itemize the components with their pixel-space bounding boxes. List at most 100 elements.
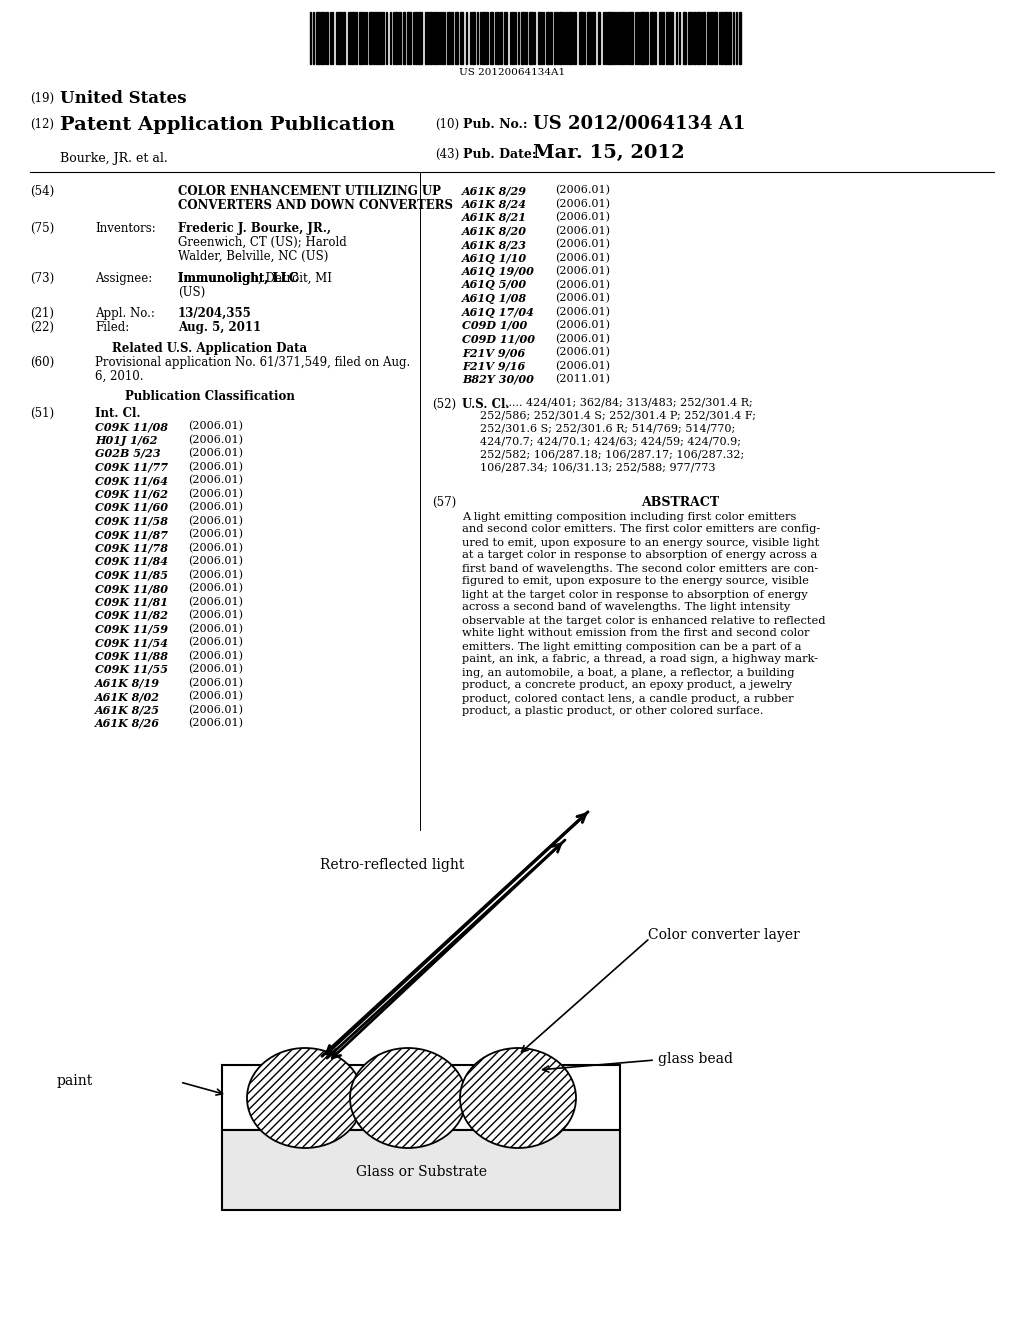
Text: first band of wavelengths. The second color emitters are con-: first band of wavelengths. The second co… <box>462 564 818 573</box>
Bar <box>343 12 345 63</box>
Bar <box>641 12 645 63</box>
Text: Bourke, JR. et al.: Bourke, JR. et al. <box>60 152 168 165</box>
Bar <box>482 12 485 63</box>
Text: ured to emit, upon exposure to an energy source, visible light: ured to emit, upon exposure to an energy… <box>462 537 819 548</box>
Bar <box>338 12 342 63</box>
Text: Mar. 15, 2012: Mar. 15, 2012 <box>534 144 685 162</box>
Text: A61Q 19/00: A61Q 19/00 <box>462 267 535 277</box>
Text: (2006.01): (2006.01) <box>188 583 243 593</box>
Text: U.S. Cl.: U.S. Cl. <box>462 397 510 411</box>
Text: Aug. 5, 2011: Aug. 5, 2011 <box>178 321 261 334</box>
Text: 13/204,355: 13/204,355 <box>178 308 252 319</box>
Text: A61Q 17/04: A61Q 17/04 <box>462 306 535 318</box>
Bar <box>707 12 709 63</box>
Text: C09K 11/55: C09K 11/55 <box>95 664 168 675</box>
Bar <box>598 12 600 63</box>
Text: (2006.01): (2006.01) <box>188 638 243 647</box>
Text: Pub. No.:: Pub. No.: <box>463 117 527 131</box>
Bar <box>529 12 534 63</box>
Bar <box>350 12 354 63</box>
Text: (2006.01): (2006.01) <box>188 623 243 634</box>
Bar <box>650 12 653 63</box>
Text: (54): (54) <box>30 185 54 198</box>
Bar <box>373 12 375 63</box>
Bar <box>500 12 502 63</box>
Text: A61K 8/02: A61K 8/02 <box>95 690 160 702</box>
Text: (2006.01): (2006.01) <box>188 597 243 607</box>
Bar <box>669 12 673 63</box>
Text: C09K 11/54: C09K 11/54 <box>95 638 168 648</box>
Bar <box>407 12 411 63</box>
Bar <box>728 12 731 63</box>
Text: A61K 8/23: A61K 8/23 <box>462 239 527 249</box>
Text: ABSTRACT: ABSTRACT <box>641 495 719 508</box>
Bar <box>646 12 648 63</box>
Text: C09K 11/78: C09K 11/78 <box>95 543 168 553</box>
Text: C09K 11/85: C09K 11/85 <box>95 569 168 581</box>
Ellipse shape <box>460 1048 575 1148</box>
Bar <box>521 12 524 63</box>
Bar <box>451 12 453 63</box>
Bar <box>739 12 741 63</box>
Text: C09K 11/88: C09K 11/88 <box>95 651 168 661</box>
Text: (2006.01): (2006.01) <box>188 421 243 432</box>
Text: and second color emitters. The first color emitters are config-: and second color emitters. The first col… <box>462 524 820 535</box>
Text: (2006.01): (2006.01) <box>188 610 243 620</box>
Text: C09K 11/87: C09K 11/87 <box>95 529 168 540</box>
Text: (43): (43) <box>435 148 459 161</box>
Bar <box>222 1130 620 1210</box>
Bar <box>395 12 397 63</box>
Bar <box>607 12 611 63</box>
Text: observable at the target color is enhanced relative to reflected: observable at the target color is enhanc… <box>462 615 825 626</box>
Bar <box>326 12 328 63</box>
Text: (2006.01): (2006.01) <box>188 447 243 458</box>
Bar <box>710 12 713 63</box>
Bar <box>460 12 463 63</box>
Bar <box>425 12 428 63</box>
Text: C09K 11/59: C09K 11/59 <box>95 623 168 635</box>
Text: , Detroit, MI: , Detroit, MI <box>258 272 332 285</box>
Text: product, a concrete product, an epoxy product, a jewelry: product, a concrete product, an epoxy pr… <box>462 681 792 690</box>
Text: (2006.01): (2006.01) <box>188 462 243 471</box>
Text: Immunolight, LLC: Immunolight, LLC <box>178 272 298 285</box>
Bar <box>382 12 384 63</box>
Text: (2006.01): (2006.01) <box>555 280 610 290</box>
Bar <box>662 12 664 63</box>
Bar <box>622 12 624 63</box>
Text: CONVERTERS AND DOWN CONVERTERS: CONVERTERS AND DOWN CONVERTERS <box>178 199 453 213</box>
Text: A61K 8/19: A61K 8/19 <box>95 677 160 689</box>
Text: 252/301.6 S; 252/301.6 R; 514/769; 514/770;: 252/301.6 S; 252/301.6 R; 514/769; 514/7… <box>480 424 735 433</box>
Text: A61K 8/20: A61K 8/20 <box>462 226 527 236</box>
Text: F21V 9/16: F21V 9/16 <box>462 360 525 371</box>
Text: (US): (US) <box>178 286 205 300</box>
Text: (51): (51) <box>30 407 54 420</box>
Text: (2006.01): (2006.01) <box>555 185 610 195</box>
Text: white light without emission from the first and second color: white light without emission from the fi… <box>462 628 810 639</box>
Text: Walder, Belville, NC (US): Walder, Belville, NC (US) <box>178 249 329 263</box>
Text: US 20120064134A1: US 20120064134A1 <box>459 69 565 77</box>
Bar <box>550 12 552 63</box>
Text: C09K 11/62: C09K 11/62 <box>95 488 168 499</box>
Text: light at the target color in response to absorption of energy: light at the target color in response to… <box>462 590 808 599</box>
Bar <box>688 12 691 63</box>
Text: Related U.S. Application Data: Related U.S. Application Data <box>113 342 307 355</box>
Text: A61Q 5/00: A61Q 5/00 <box>462 280 527 290</box>
Text: (2006.01): (2006.01) <box>555 334 610 343</box>
Bar <box>429 12 432 63</box>
Bar <box>694 12 696 63</box>
Text: C09K 11/58: C09K 11/58 <box>95 516 168 527</box>
Text: C09K 11/77: C09K 11/77 <box>95 462 168 473</box>
Text: C09K 11/08: C09K 11/08 <box>95 421 168 432</box>
Bar <box>490 12 493 63</box>
Bar <box>316 12 319 63</box>
Text: glass bead: glass bead <box>658 1052 733 1067</box>
Text: product, colored contact lens, a candle product, a rubber: product, colored contact lens, a candle … <box>462 693 794 704</box>
Text: 252/586; 252/301.4 S; 252/301.4 P; 252/301.4 F;: 252/586; 252/301.4 S; 252/301.4 P; 252/3… <box>480 411 756 421</box>
Text: (2006.01): (2006.01) <box>555 213 610 222</box>
Bar <box>415 12 417 63</box>
Bar <box>574 12 575 63</box>
Text: F21V 9/06: F21V 9/06 <box>462 347 525 358</box>
Text: Immunolight, LLC: Immunolight, LLC <box>178 272 298 285</box>
Bar <box>629 12 633 63</box>
Bar <box>222 1065 620 1130</box>
